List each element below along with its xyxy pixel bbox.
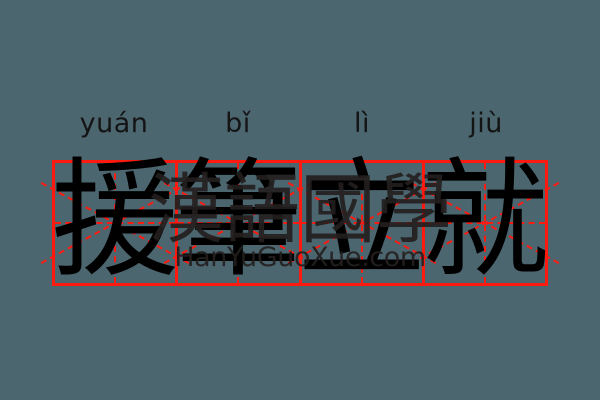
grid-cell-4: 就 (421, 157, 549, 285)
pinyin-cell: yuán (52, 100, 176, 146)
character-glyph-4: 就 (421, 157, 549, 285)
pinyin-cell: lì (300, 100, 424, 146)
character-text-4: 就 (420, 146, 549, 295)
character-text-1: 援 (51, 146, 180, 295)
pinyin-label-4: jiù (469, 107, 503, 139)
pinyin-label-3: lì (353, 107, 370, 139)
pinyin-label-1: yuán (79, 107, 149, 139)
pinyin-row: yuán bǐ lì jiù (52, 100, 548, 146)
pinyin-label-2: bǐ (225, 107, 251, 139)
grid-cell-2: 筆 (174, 157, 302, 285)
character-text-3: 立 (297, 146, 426, 295)
character-glyph-3: 立 (298, 157, 426, 285)
character-glyph-1: 援 (51, 157, 179, 285)
character-glyph-2: 筆 (174, 157, 302, 285)
grid-cell-3: 立 (298, 157, 426, 285)
grid-cell-1: 援 (51, 157, 179, 285)
character-text-2: 筆 (174, 146, 303, 295)
pinyin-cell: bǐ (176, 100, 300, 146)
pinyin-cell: jiù (424, 100, 548, 146)
character-grid: 援 筆 立 就 (51, 157, 549, 286)
